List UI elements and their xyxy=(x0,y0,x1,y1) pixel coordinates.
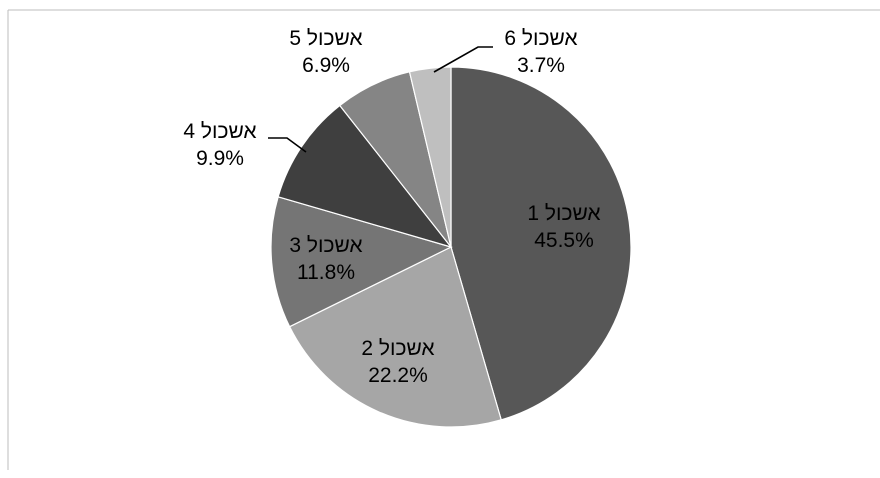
pie-slice-4 xyxy=(277,104,453,249)
pie-slice-1 xyxy=(450,66,632,421)
slice-category-label-6: אשכול 6 xyxy=(504,27,577,50)
slice-category-label-3: אשכול 3 xyxy=(289,234,362,257)
slice-category-label-2: אשכול 2 xyxy=(361,337,434,360)
slice-percent-label-2: 22.2% xyxy=(368,364,428,387)
pie-slice-2 xyxy=(288,246,502,428)
pie-slice-6 xyxy=(408,66,452,248)
pie-slices xyxy=(270,66,632,428)
leader-line-4 xyxy=(268,137,307,153)
slice-percent-label-1: 45.5% xyxy=(534,229,594,252)
slice-category-label-5: אשכול 5 xyxy=(289,27,362,50)
slice-percent-label-5: 6.9% xyxy=(302,54,350,77)
slice-category-label-1: אשכול 1 xyxy=(527,202,600,225)
slice-percent-label-6: 3.7% xyxy=(517,54,565,77)
pie-slice-3 xyxy=(270,196,453,328)
slice-percent-label-3: 11.8% xyxy=(297,261,355,284)
slice-category-label-4: אשכול 4 xyxy=(183,120,256,143)
data-labels: אשכול 1 45.5% אשכול 2 22.2% אשכול 3 11.8% אשכו… xyxy=(183,27,600,387)
slice-percent-label-4: 9.9% xyxy=(196,147,244,170)
leader-line-6 xyxy=(433,46,493,73)
leader-lines xyxy=(268,46,493,153)
